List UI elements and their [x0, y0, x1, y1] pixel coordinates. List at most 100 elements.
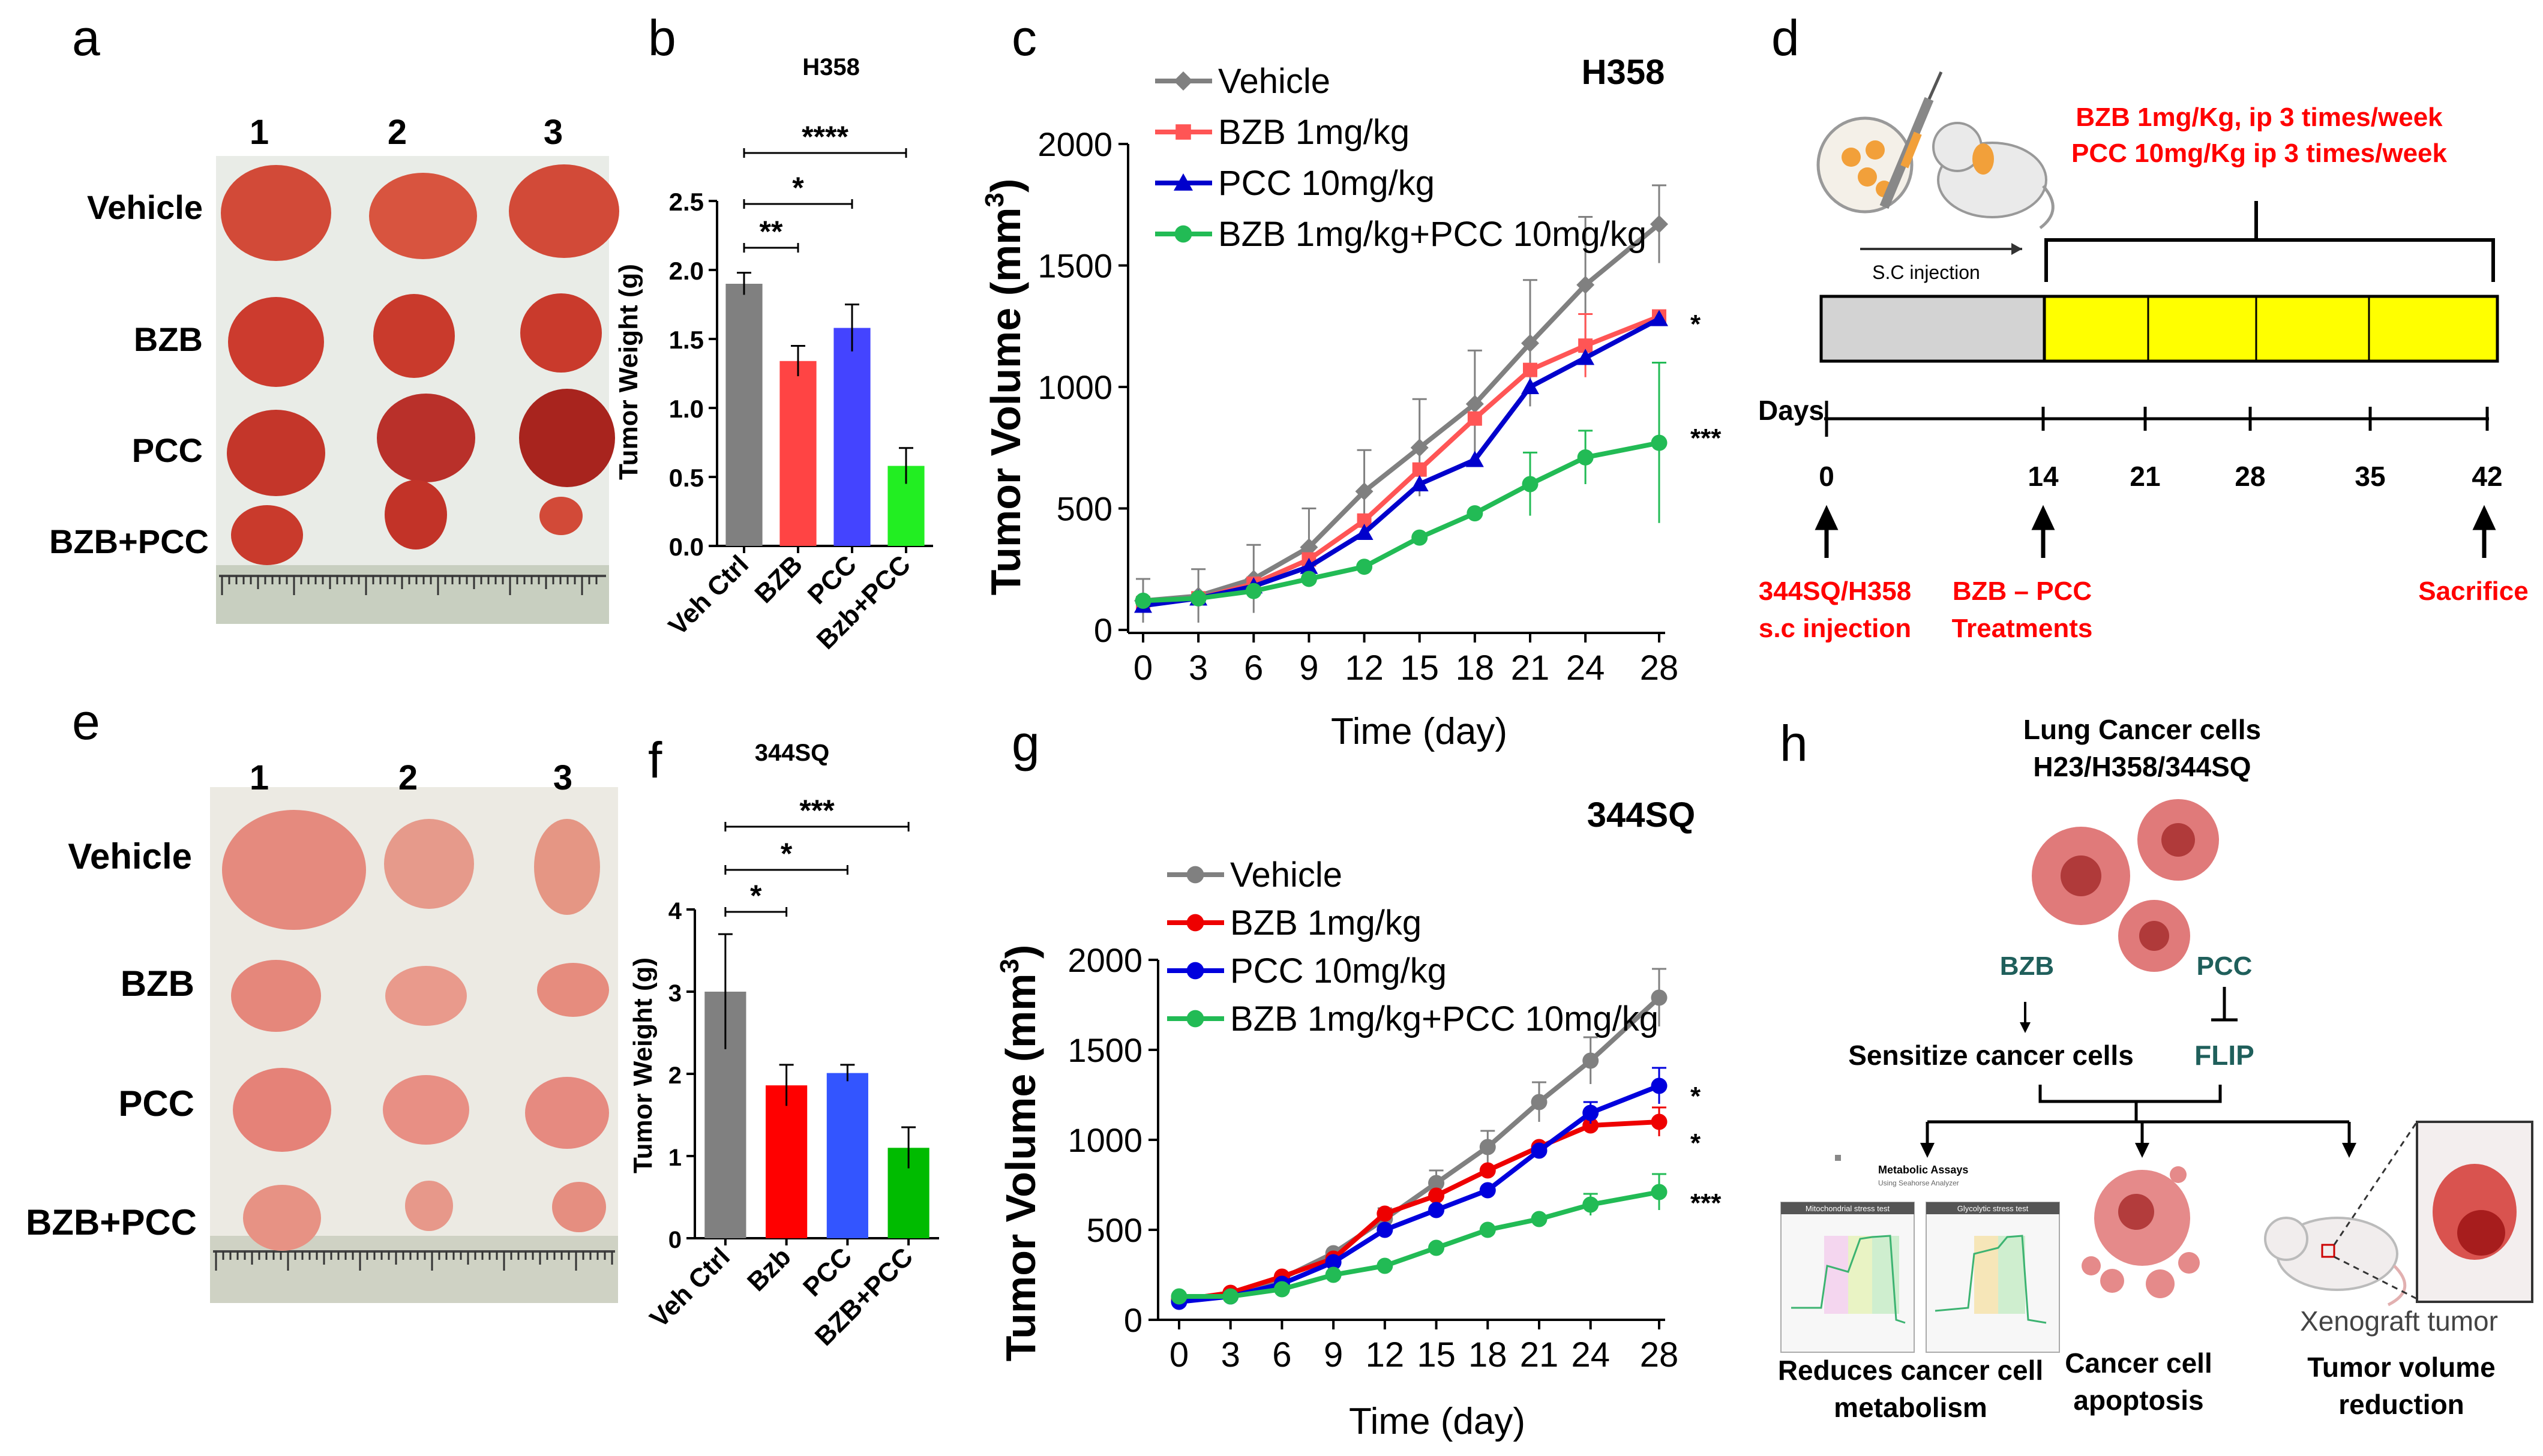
x-tick-label: 21: [1511, 649, 1550, 688]
y-tick-label: 1500: [1067, 1031, 1142, 1069]
data-point: [1174, 173, 1193, 191]
tumor: [222, 810, 366, 930]
tumor: [384, 819, 474, 909]
data-point: [1135, 592, 1151, 609]
legend-label: BZB 1mg/kg: [1230, 903, 1422, 942]
y-tick-label: 500: [1087, 1211, 1142, 1249]
data-point: [1582, 1104, 1599, 1121]
col-label-2: 2: [388, 113, 407, 152]
pre-treatment-bar: [1819, 295, 2046, 363]
tumor: [385, 480, 447, 550]
data-point: [1273, 1281, 1290, 1298]
legend-label: Vehicle: [1230, 855, 1342, 894]
data-point: [1410, 475, 1429, 491]
day-tick: 35: [2355, 461, 2385, 492]
y-tick-label: 2000: [1067, 941, 1142, 979]
event-injection-line2: s.c injection: [1759, 614, 1911, 643]
data-point: [1190, 590, 1207, 607]
panel-d-timeline: S.C injection BZB 1mg/Kg, ip 3 times/wee…: [1758, 71, 2529, 643]
panel-c-chart: H358 Tumor Volume (mm3) Time (day) 05001…: [980, 53, 1722, 752]
bzb-label: BZB: [2000, 951, 2054, 981]
data-point: [1479, 1182, 1496, 1199]
y-tick-label: 500: [1057, 490, 1112, 528]
x-tick-label: Veh Ctrl: [663, 550, 754, 641]
y-tick-label: 0.5: [669, 464, 704, 492]
cell: [1858, 167, 1877, 187]
data-point: [1325, 1266, 1342, 1283]
significance-marker: *: [1690, 310, 1701, 339]
data-point: [1428, 1187, 1445, 1204]
event-sacrifice: Sacrifice: [2418, 577, 2528, 606]
tumor: [537, 963, 609, 1017]
tumor: [519, 389, 615, 487]
series-line: [1178, 1119, 1660, 1302]
y-tick-label: 2.5: [669, 188, 704, 216]
legend-label: PCC 10mg/kg: [1230, 951, 1447, 990]
data-point: [1186, 962, 1204, 980]
data-point: [1467, 505, 1483, 522]
col-label-3: 3: [544, 113, 563, 152]
cells-title-line1: Lung Cancer cells: [2023, 714, 2261, 745]
treatment-label-bzb: BZB 1mg/Kg, ip 3 times/week: [2076, 103, 2443, 132]
data-point: [1186, 866, 1204, 884]
data-point: [1300, 571, 1317, 587]
tumor: [233, 1068, 331, 1152]
injection-label: S.C injection: [1872, 262, 1980, 283]
y-tick-label: 2: [668, 1062, 682, 1089]
data-point: [1467, 411, 1482, 426]
data-point: [1174, 225, 1192, 243]
x-tick-label: 9: [1324, 1335, 1343, 1374]
y-tick-label: 1000: [1037, 368, 1112, 406]
y-axis-label: Tumor Weight (g): [614, 264, 643, 480]
data-point: [1576, 349, 1595, 365]
x-axis-label: Time (day): [1349, 1401, 1525, 1442]
significance-marker: *: [1690, 1082, 1701, 1111]
row-label-pcc: PCC: [132, 431, 203, 469]
data-point: [1651, 1077, 1668, 1094]
tumor: [552, 1182, 606, 1232]
series-line: [1142, 222, 1661, 604]
xenograft-mouse-icon: [2264, 1121, 2533, 1307]
data-point: [1650, 215, 1668, 233]
legend-label: BZB 1mg/kg: [1218, 113, 1410, 152]
y-axis-label-end: ): [982, 179, 1029, 193]
day-tick: 0: [1819, 461, 1834, 492]
data-point: [1300, 557, 1318, 574]
legend-label: Vehicle: [1218, 62, 1330, 101]
outcome-apoptosis-line2: apoptosis: [2073, 1385, 2203, 1416]
data-point: [1577, 449, 1594, 466]
tumor-samples: [222, 810, 609, 1251]
data-point: [1377, 1257, 1393, 1274]
y-tick-label: 0.0: [669, 533, 704, 561]
panel-letter-d: d: [1771, 10, 1800, 66]
row-label-bzb: BZB: [134, 320, 203, 358]
y-tick-label: 0: [1094, 611, 1112, 649]
data-point: [1479, 1139, 1496, 1155]
data-point: [1355, 524, 1374, 540]
significance-marker: ****: [802, 120, 848, 154]
tumor: [509, 164, 619, 258]
data-point: [1186, 1010, 1204, 1028]
y-axis-label-sup: 3: [995, 959, 1024, 973]
bar: [779, 361, 817, 546]
y-tick-label: 1.5: [669, 326, 704, 354]
tumor: [221, 165, 331, 261]
cell: [1842, 148, 1861, 167]
data-point: [1582, 1196, 1599, 1213]
sensitize-label: Sensitize cancer cells: [1848, 1040, 2134, 1071]
col-label-2: 2: [398, 758, 418, 797]
panel-h-mechanism: Lung Cancer cells H23/H358/344SQ BZB PCC…: [1778, 714, 2533, 1423]
x-tick-label: 0: [1133, 649, 1153, 688]
pcc-label: PCC: [2197, 951, 2253, 981]
legend-label: BZB 1mg/kg+PCC 10mg/kg: [1230, 999, 1659, 1038]
event-injection-line1: 344SQ/H358: [1759, 577, 1911, 606]
row-label-bzb: BZB: [121, 963, 194, 1004]
days-label: Days: [1758, 395, 1824, 426]
panel-b-chart: H358 Tumor Weight (g) 0.0 0.5 1.0 1.5 2.0 2.5…: [614, 54, 933, 655]
tumor: [539, 497, 583, 535]
x-tick-label: 28: [1640, 649, 1679, 688]
y-tick-label: 1.0: [669, 395, 704, 423]
bar: [725, 284, 763, 546]
y-axis-label-main: Tumor Volume (mm: [997, 973, 1044, 1361]
